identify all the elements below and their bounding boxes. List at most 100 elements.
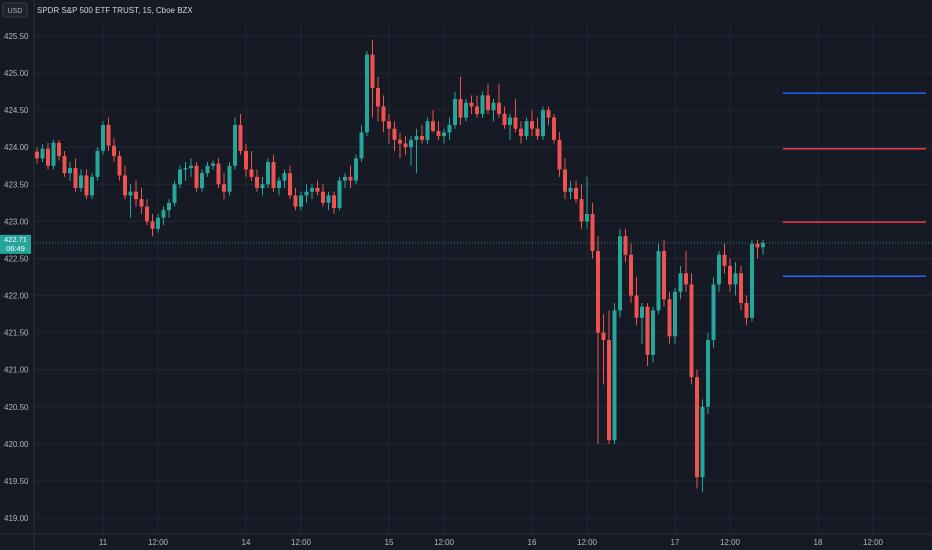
candle-body — [62, 156, 67, 174]
candle-body — [315, 188, 320, 192]
price-tick-label: 425.50 — [4, 32, 29, 41]
candle-body — [744, 302, 749, 318]
candle-body — [629, 254, 633, 296]
candle-body — [90, 176, 94, 196]
candle-body — [568, 188, 573, 192]
candle-body — [156, 217, 160, 229]
candle-body — [414, 136, 419, 140]
price-tick-label: 422.00 — [4, 292, 29, 301]
candle-body — [266, 162, 270, 185]
candle-body — [695, 377, 699, 478]
candle-body — [359, 132, 364, 159]
price-tick-label: 424.00 — [4, 143, 29, 152]
candle-body — [222, 184, 226, 192]
candle-body — [211, 163, 215, 166]
candle-body — [579, 199, 584, 222]
candle-body — [491, 102, 496, 111]
candle-body — [673, 291, 677, 337]
candle-body — [73, 167, 78, 189]
candle-body — [46, 148, 50, 166]
candle-body — [530, 121, 534, 129]
candle-body — [563, 169, 567, 192]
candle-body — [304, 191, 309, 196]
candle-body — [722, 254, 727, 266]
candle-body — [425, 121, 430, 140]
candle-body — [365, 54, 369, 133]
candle-body — [486, 95, 490, 111]
candle-body — [431, 121, 435, 131]
candle-body — [420, 136, 424, 140]
candle-body — [205, 165, 210, 174]
candle-body — [183, 167, 188, 170]
candles — [35, 39, 765, 493]
candle-body — [145, 206, 149, 222]
candle-body — [574, 188, 578, 200]
candle-body — [409, 139, 413, 148]
candle-body — [277, 180, 281, 189]
candle-body — [475, 106, 479, 114]
candle-body — [200, 173, 204, 189]
candle-body — [271, 162, 276, 189]
candle-body — [189, 165, 193, 168]
time-tick-label: 16 — [528, 538, 537, 547]
candle-body — [403, 143, 408, 148]
candle-body — [557, 139, 562, 170]
candle-body — [458, 99, 463, 118]
candle-body — [585, 213, 589, 222]
candle-body — [123, 175, 127, 196]
candle-body — [541, 110, 545, 137]
candle-body — [310, 188, 314, 192]
price-tick-label: 425.00 — [4, 69, 29, 78]
time-axis: 11 12:00 14 12:00 15 12:00 16 12:00 17 12:00 18 12:… — [99, 538, 884, 547]
price-tick-label: 419.00 — [4, 514, 29, 523]
candle-body — [299, 195, 303, 207]
candle-body — [728, 265, 732, 285]
candle-body — [464, 102, 468, 118]
candle-body — [68, 167, 72, 174]
candle-body — [519, 128, 523, 137]
candle-body — [249, 169, 254, 177]
time-tick-label: 12:00 — [434, 538, 455, 547]
price-tick-label: 423.00 — [4, 217, 29, 226]
last-price-value: 422.71 — [4, 235, 27, 244]
candle-body — [596, 251, 600, 333]
price-tick-label: 420.00 — [4, 440, 29, 449]
candle-body — [552, 117, 556, 140]
time-tick-label: 12:00 — [720, 538, 741, 547]
candle-body — [161, 210, 166, 218]
candle-body — [57, 142, 61, 157]
candle-body — [640, 306, 644, 318]
candle-body — [95, 150, 100, 177]
candle-body — [513, 117, 518, 129]
candle-body — [667, 299, 672, 337]
candle-body — [711, 284, 716, 341]
candle-body — [376, 87, 380, 107]
candle-body — [453, 99, 457, 125]
time-tick-label: 12:00 — [148, 538, 169, 547]
candle-body — [733, 273, 738, 285]
candle-body — [706, 340, 710, 407]
candle-body — [656, 251, 661, 311]
candle-body — [535, 128, 540, 137]
candle-body — [51, 142, 56, 166]
candle-body — [101, 124, 105, 151]
candle-body — [40, 148, 45, 159]
candle-body — [645, 306, 650, 355]
candle-body — [282, 173, 287, 181]
candle-body — [755, 243, 760, 248]
price-tick-label: 424.50 — [4, 106, 29, 115]
candle-body — [260, 184, 265, 189]
price-tick-label: 421.50 — [4, 329, 29, 338]
currency-label[interactable]: USD — [2, 2, 28, 18]
candle-body — [739, 273, 743, 303]
time-tick-label: 17 — [671, 538, 680, 547]
candle-body — [370, 54, 375, 88]
time-tick-label: 11 — [99, 538, 108, 547]
time-tick-label: 15 — [385, 538, 394, 547]
candle-body — [678, 273, 683, 292]
currency-text: USD — [8, 8, 23, 15]
candle-body — [354, 158, 358, 181]
time-tick-label: 12:00 — [291, 538, 312, 547]
